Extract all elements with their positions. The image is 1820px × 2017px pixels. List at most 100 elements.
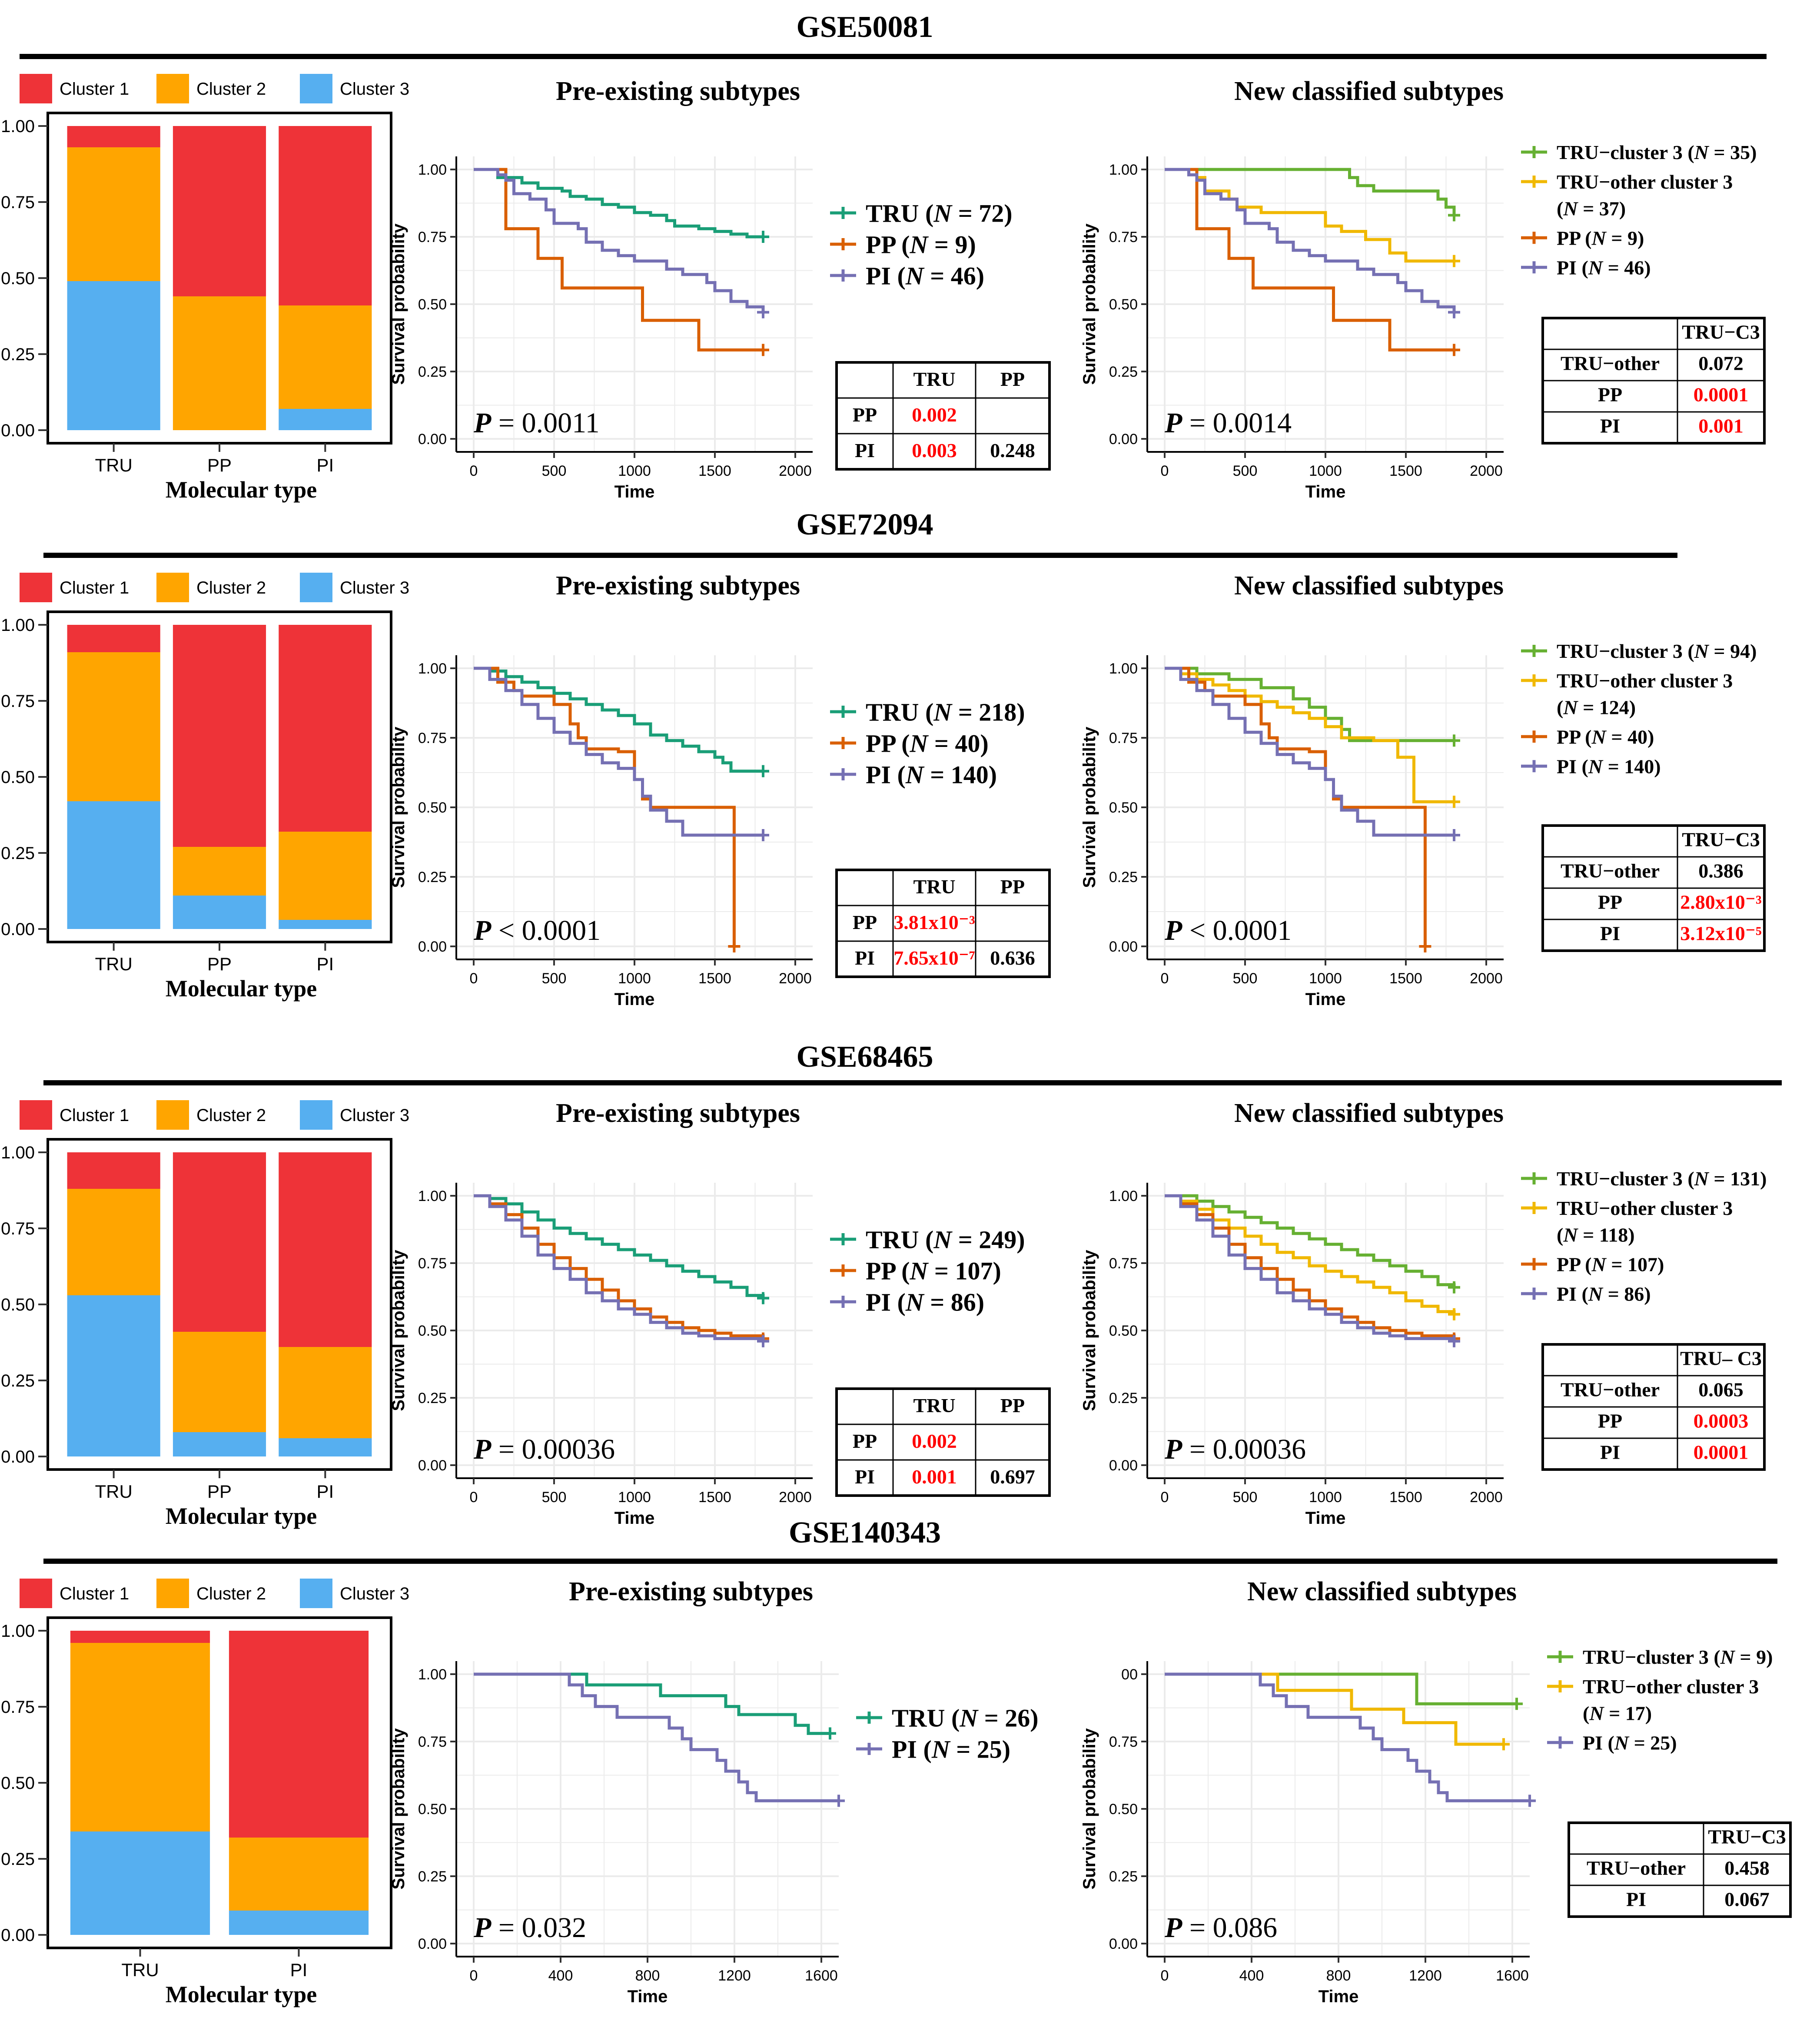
legend-n: 46 <box>951 262 976 290</box>
legend-close: ) <box>1637 227 1644 249</box>
censor-mark <box>757 765 769 777</box>
x-axis-label: Molecular type <box>166 1503 317 1529</box>
legend-n-symbol: N <box>905 1288 925 1316</box>
table-cell-text: 0.002 <box>912 404 957 426</box>
legend-n: 26 <box>1005 1704 1030 1732</box>
x-tick-label: 800 <box>1326 1967 1351 1984</box>
legend-item: PP (N = 107) <box>1557 1253 1664 1275</box>
legend-swatch-cluster-2 <box>156 573 189 602</box>
table-cell <box>1703 1884 1791 1917</box>
legend-eq: = <box>978 1704 1005 1732</box>
p-value: P = 0.00036 <box>1164 1433 1306 1465</box>
legend-n: 40 <box>1627 726 1647 748</box>
table-cell-text: TRU <box>913 1394 955 1417</box>
censor-mark <box>757 231 769 243</box>
table-cell-text: PP <box>1000 876 1025 898</box>
legend-item: PP (N = 107) <box>866 1257 1001 1285</box>
legend-n: 131 <box>1730 1168 1760 1190</box>
legend-key <box>830 768 856 780</box>
legend-name: TRU−cluster 3 <box>1557 141 1683 163</box>
bar-segment-tru-cluster-3 <box>67 281 160 430</box>
dataset-row-gse140343: GSE140343 Cluster 1 Cluster 2 Cluster 3 0.00… <box>1 1516 1792 2007</box>
legend-eq: = <box>924 760 951 789</box>
legend-key <box>1547 1680 1573 1692</box>
bar-segment-pi-cluster-2 <box>279 832 372 920</box>
legend-n: 17 <box>1625 1702 1645 1724</box>
y-tick-label: 0.25 <box>418 364 447 380</box>
legend-item: TRU−cluster 3 (N = 94) <box>1557 640 1757 662</box>
p-number: 0.0014 <box>1213 407 1292 439</box>
legend-swatch-cluster-1 <box>20 1100 52 1130</box>
legend-open: ( <box>1577 256 1588 279</box>
legend-name: PI <box>1557 755 1577 777</box>
legend-name: TRU−other cluster 3 <box>1557 1197 1733 1219</box>
censor-mark <box>1448 306 1460 318</box>
km-pre-existing: Pre-existing subtypes 0.00 0.25 0.50 0.75 1.0… <box>389 76 1051 501</box>
legend-eq: = <box>1578 696 1599 718</box>
table-cell-text: 2.80x10⁻³ <box>1680 891 1762 913</box>
legend-swatch-cluster-3 <box>300 1100 332 1130</box>
y-tick-label: 0.25 <box>1 345 35 364</box>
legend-n-symbol: N <box>1720 1646 1736 1668</box>
y-tick-label: 0.25 <box>418 1390 447 1407</box>
legend-n: 25 <box>977 1735 1002 1763</box>
pvalue-table: TRU PP PP 3.81x10⁻³ PI 7.65x10⁻⁷ 0.636 <box>835 869 1051 978</box>
legend-name: PI <box>892 1735 917 1763</box>
table-cell-text: TRU−other <box>1561 1379 1660 1401</box>
p-number: 0.0011 <box>522 407 600 439</box>
legend-key <box>830 737 856 749</box>
bar-segment-tru-cluster-1 <box>70 1631 210 1643</box>
p-symbol: P <box>1164 1433 1182 1465</box>
legend-name: PI <box>866 262 891 290</box>
legend-eq: = <box>1709 640 1730 662</box>
legend-key <box>1521 1172 1547 1184</box>
p-symbol: P <box>473 1912 492 1944</box>
legend-item-n: (N = 37) <box>1557 197 1626 219</box>
legend-name: TRU−cluster 3 <box>1557 640 1683 662</box>
y-axis-label: Survival probability <box>1080 223 1099 385</box>
x-axis-label: Time <box>1305 990 1346 1009</box>
x-tick-label: 2000 <box>779 1489 812 1506</box>
legend-eq: = <box>1735 1646 1756 1668</box>
legend-name: TRU−cluster 3 <box>1583 1646 1709 1668</box>
panel-title: New classified subtypes <box>1234 1098 1504 1128</box>
x-axis-label: Time <box>1305 1509 1346 1528</box>
stacked-bar-chart: Cluster 1 Cluster 2 Cluster 3 0.00 0.25 0.50 0… <box>1 1579 409 2007</box>
p-number: 0.032 <box>522 1912 587 1944</box>
x-tick-label: PI <box>290 1960 308 1980</box>
legend-item: PP (N = 9) <box>1557 227 1644 249</box>
legend-eq: = <box>1629 1732 1650 1754</box>
legend-key <box>1521 176 1547 188</box>
legend-open: ( <box>1557 197 1563 219</box>
x-tick-label: 1000 <box>1309 970 1342 987</box>
table-cell-text: TRU−C3 <box>1682 321 1760 343</box>
x-tick-label: TRU <box>121 1960 159 1980</box>
bar-segment-pi-cluster-3 <box>279 1438 372 1456</box>
x-axis-label: Time <box>1319 1987 1359 2006</box>
legend-n: 140 <box>1624 755 1654 777</box>
y-tick-label: 0.75 <box>418 730 447 746</box>
legend-eq: = <box>1709 1168 1730 1190</box>
table-cell-text: PI <box>855 1466 875 1488</box>
bar-segment-tru-cluster-3 <box>70 1831 210 1935</box>
pvalue-table: TRU−C3 TRU−other 0.458 PI 0.067 <box>1568 1821 1792 1918</box>
km-new-classified: New classified subtypes 0.00 0.25 0.50 0.75 1… <box>1080 571 1766 1009</box>
bar-segment-tru-cluster-1 <box>67 625 160 652</box>
legend-close: ) <box>1657 1253 1664 1275</box>
table-frame <box>835 869 1051 978</box>
censor-mark <box>1448 796 1460 808</box>
km-new-classified: New classified subtypes 0.00 0.25 0.50 0.75 1… <box>1080 76 1766 501</box>
legend-open: ( <box>1577 1283 1588 1305</box>
km-new-classified: New classified subtypes 0.00 0.25 0.50 0.75 1… <box>1080 1098 1767 1528</box>
legend-close: ) <box>1750 141 1757 163</box>
legend-open: ( <box>1683 1168 1694 1190</box>
legend-n: 140 <box>951 760 989 789</box>
legend-n-symbol: N <box>1589 1702 1604 1724</box>
table-cell-text: TRU−other <box>1587 1857 1686 1879</box>
y-axis-label: Survival probability <box>389 1250 408 1411</box>
bar-segment-pi-cluster-3 <box>279 920 372 929</box>
y-tick-label: 0.25 <box>1109 869 1138 886</box>
censor-mark <box>1448 1335 1460 1347</box>
legend-eq: = <box>928 230 955 259</box>
